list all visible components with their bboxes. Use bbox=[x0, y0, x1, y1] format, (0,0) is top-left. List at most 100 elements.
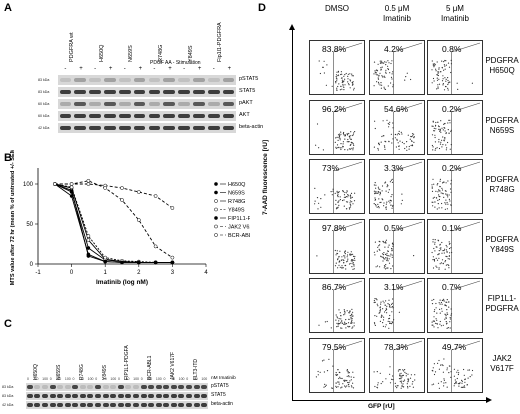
event-dot bbox=[440, 71, 442, 73]
event-dot bbox=[444, 136, 446, 138]
blot-band bbox=[89, 90, 101, 94]
blot-band bbox=[59, 102, 72, 106]
event-dot bbox=[385, 309, 387, 311]
event-dot bbox=[376, 192, 378, 194]
event-dot bbox=[379, 194, 381, 196]
event-dot bbox=[448, 243, 450, 245]
event-dot bbox=[385, 300, 387, 302]
event-dot bbox=[457, 369, 459, 371]
panel-a-stim-sign: + bbox=[79, 66, 83, 72]
event-dot bbox=[351, 318, 353, 320]
event-dot bbox=[351, 258, 354, 260]
event-dot bbox=[348, 132, 350, 134]
event-dot bbox=[444, 122, 446, 124]
event-dot bbox=[450, 376, 452, 378]
event-dot bbox=[441, 363, 443, 365]
blot-band bbox=[186, 394, 193, 398]
event-dot bbox=[349, 253, 351, 255]
blot-band bbox=[72, 385, 79, 389]
event-dot bbox=[350, 318, 352, 320]
event-dot bbox=[353, 87, 355, 89]
event-dot bbox=[439, 262, 441, 264]
event-dot bbox=[443, 381, 445, 384]
blot-band bbox=[148, 78, 161, 82]
event-dot bbox=[380, 201, 382, 203]
event-dot bbox=[463, 374, 465, 376]
event-dot bbox=[337, 85, 339, 88]
panel-c-lane-label: FIP1L1-PDGFA bbox=[124, 345, 131, 380]
event-dot bbox=[435, 121, 437, 123]
event-dot bbox=[343, 133, 345, 135]
event-dot bbox=[347, 259, 349, 262]
event-dot bbox=[388, 317, 391, 319]
flow-plot: 54.6% bbox=[369, 99, 425, 155]
blot-band bbox=[201, 385, 208, 389]
event-dot bbox=[441, 80, 444, 82]
event-dot bbox=[450, 191, 452, 193]
data-point bbox=[120, 198, 124, 202]
event-dot bbox=[396, 133, 398, 135]
event-dot bbox=[384, 148, 386, 150]
event-dot bbox=[433, 326, 435, 328]
flow-plot-svg bbox=[431, 161, 481, 213]
event-dot bbox=[447, 203, 449, 205]
event-dot bbox=[398, 377, 401, 379]
event-dot bbox=[335, 385, 337, 387]
blot-band bbox=[163, 78, 176, 82]
event-dot bbox=[352, 261, 354, 263]
event-dot bbox=[445, 264, 447, 266]
event-dot bbox=[375, 187, 377, 189]
event-dot bbox=[399, 372, 401, 375]
event-dot bbox=[387, 246, 389, 248]
blot-band bbox=[132, 385, 139, 389]
panel-c-conc-value: 10 bbox=[102, 377, 107, 381]
gate-line bbox=[333, 280, 363, 332]
event-dot bbox=[343, 380, 345, 382]
event-dot bbox=[437, 327, 439, 329]
blot-band bbox=[178, 78, 190, 82]
event-dot bbox=[388, 327, 390, 329]
event-dot bbox=[390, 253, 392, 255]
blot-band bbox=[178, 394, 185, 398]
event-dot bbox=[351, 73, 353, 75]
event-dot bbox=[325, 84, 327, 86]
panel-a-stim-sign: - bbox=[212, 66, 215, 72]
event-dot bbox=[354, 192, 356, 194]
event-dot bbox=[374, 120, 376, 122]
event-dot bbox=[351, 253, 353, 255]
gate-line bbox=[333, 161, 363, 213]
blot-band bbox=[163, 394, 170, 398]
event-dot bbox=[442, 78, 444, 80]
event-dot bbox=[340, 377, 342, 379]
event-dot bbox=[378, 240, 380, 242]
event-dot bbox=[342, 258, 344, 260]
legend-label: Y849S bbox=[228, 208, 245, 214]
event-dot bbox=[401, 132, 403, 135]
event-dot bbox=[437, 203, 439, 205]
event-dot bbox=[391, 141, 393, 144]
event-dot bbox=[447, 196, 449, 198]
event-dot bbox=[438, 147, 441, 149]
event-dot bbox=[352, 81, 354, 83]
event-dot bbox=[314, 187, 316, 189]
blot-band bbox=[163, 403, 170, 407]
event-dot bbox=[380, 82, 382, 84]
blot-band bbox=[201, 394, 208, 398]
panel-c-conc-value: 100 bbox=[133, 377, 139, 381]
blot-band bbox=[79, 385, 86, 389]
event-dot bbox=[341, 264, 343, 266]
event-dot bbox=[339, 376, 341, 378]
panel-c-conc-value: 10 bbox=[34, 377, 39, 381]
event-dot bbox=[385, 241, 387, 244]
event-dot bbox=[335, 203, 337, 205]
event-dot bbox=[353, 376, 355, 378]
event-dot bbox=[384, 265, 386, 267]
event-dot bbox=[349, 379, 351, 381]
event-dot bbox=[341, 255, 343, 257]
event-dot bbox=[413, 141, 415, 143]
event-dot bbox=[405, 372, 407, 374]
event-dot bbox=[434, 149, 436, 151]
event-dot bbox=[346, 260, 348, 262]
blot-band bbox=[222, 102, 235, 106]
blot-band bbox=[74, 90, 87, 94]
